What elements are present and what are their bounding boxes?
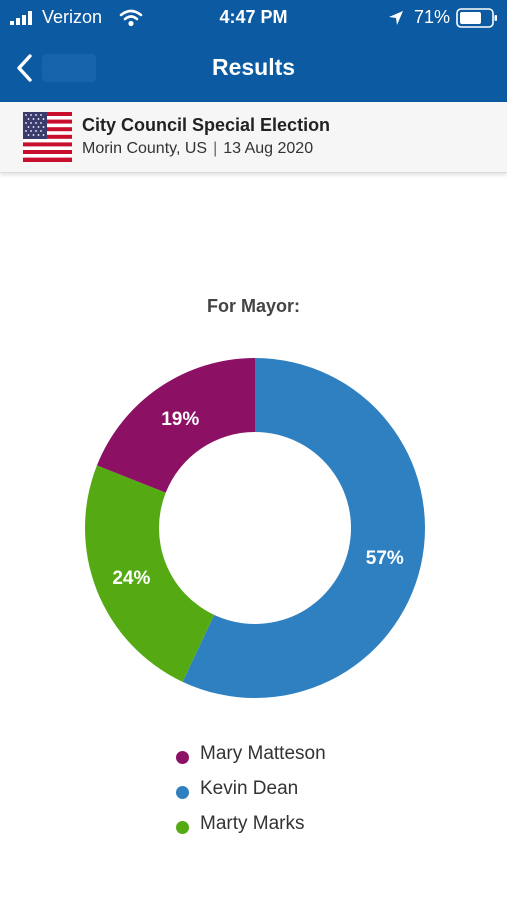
- clock-time: 4:47 PM: [219, 7, 288, 27]
- donut-slice-kevin-dean: [182, 358, 425, 698]
- page-title: Results: [211, 54, 296, 80]
- election-header: [0, 102, 507, 173]
- back-label-redacted[interactable]: [42, 54, 96, 82]
- slice-label-marty-marks: 24%: [112, 568, 150, 589]
- top-bar: Verizon 4:47 PM 71% Results: [0, 0, 507, 102]
- us-flag-icon: [23, 112, 72, 162]
- legend-swatch: [176, 821, 189, 834]
- election-details: Morin County, US | 13 Aug 2020: [82, 140, 313, 158]
- donut-slice-marty-marks: [85, 465, 215, 682]
- wifi-icon: [119, 9, 143, 27]
- election-location: Morin County, US: [82, 140, 208, 157]
- back-chevron-icon[interactable]: [8, 48, 48, 88]
- legend-label: Mary Matteson: [200, 743, 326, 764]
- legend-swatch: [176, 786, 189, 799]
- legend-swatch: [176, 751, 189, 764]
- donut-slice-mary-matteson: [96, 358, 256, 493]
- details-separator: |: [213, 140, 218, 157]
- legend-label: Kevin Dean: [200, 778, 299, 799]
- election-date: 13 Aug 2020: [223, 140, 314, 157]
- chart-title: For Mayor:: [206, 296, 300, 316]
- legend-label: Marty Marks: [200, 813, 305, 834]
- battery-percent: 71%: [414, 7, 451, 27]
- signal-strength-icon: [10, 11, 32, 25]
- status-bar: Verizon 4:47 PM 71%: [0, 0, 507, 36]
- location-arrow-icon: [389, 11, 403, 25]
- election-name: City Council Special Election: [82, 115, 331, 135]
- carrier-name: Verizon: [42, 7, 103, 27]
- slice-label-kevin-dean: 57%: [366, 548, 404, 569]
- slice-label-mary-matteson: 19%: [161, 409, 199, 430]
- navigation-bar: Results: [0, 40, 507, 96]
- results-donut-chart: 57% 24% 19%: [85, 358, 425, 698]
- battery-icon: [456, 8, 497, 28]
